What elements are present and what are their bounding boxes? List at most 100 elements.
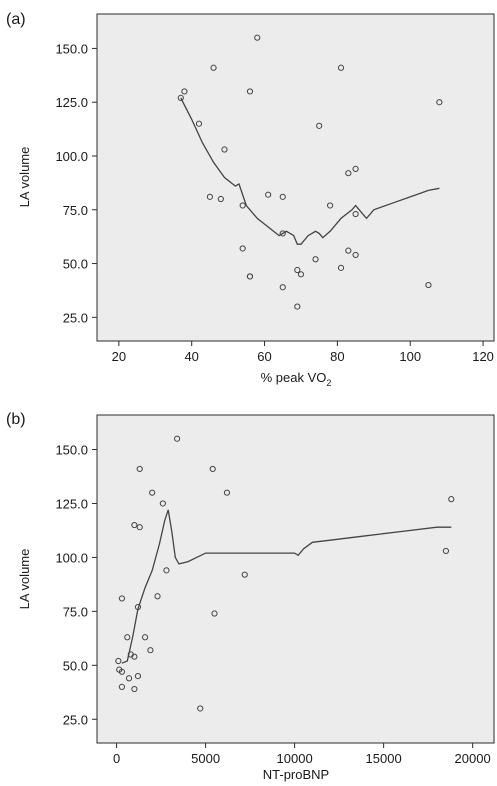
panel-b-data-point <box>442 547 450 555</box>
panel-b-data-point <box>147 647 154 654</box>
panel-a-x-axis-label-subscript: 2 <box>326 378 331 388</box>
panel-a-plot-area <box>96 13 495 342</box>
panel-a-data-point <box>265 191 272 198</box>
panel-a-data-point <box>254 34 261 41</box>
panel-a-y-tick-label: 150.0 <box>55 41 88 56</box>
panel-a-data-point <box>294 266 301 274</box>
panel-a-x-tick-label: 100 <box>399 349 421 364</box>
panel-a-data-point <box>279 230 286 237</box>
panel-a-data-point <box>206 193 214 200</box>
panel-b-data-point <box>134 673 142 680</box>
panel-b-data-point <box>241 571 248 578</box>
panel-a-data-point <box>177 94 184 102</box>
panel-a-data-point <box>352 210 359 218</box>
panel-a-data-point <box>352 251 359 259</box>
panel-a-axis-ticks: 20 40 60 80 100 120 25.0 50.0 75.0 100.0 125.0 150.… <box>55 41 493 364</box>
panel-b-data-point <box>136 465 143 473</box>
panel-b-data-point <box>154 593 161 600</box>
panel-b-plot-area <box>96 414 495 744</box>
panel-a-data-point <box>217 195 224 203</box>
panel-b-fit-line <box>121 509 452 664</box>
panel-a-y-tick-label: 25.0 <box>63 310 88 325</box>
panel-b-y-tick-label: 75.0 <box>63 604 88 619</box>
panel-b-x-tick-label: 0 <box>113 751 120 766</box>
panel-a-data-point <box>425 281 432 289</box>
panel-a-data-point <box>221 146 228 153</box>
panel-a-data-point <box>181 88 188 95</box>
panel-b-data-point <box>134 603 142 611</box>
panel-a-data-point <box>297 271 305 278</box>
panel-a-x-tick-label: 40 <box>184 349 198 364</box>
panel-a-y-axis-label: LA volume <box>17 147 32 208</box>
panel-b-data-point <box>136 524 143 531</box>
panel-a-x-tick-label: 60 <box>257 349 271 364</box>
panel-a-y-tick-label: 125.0 <box>55 95 88 110</box>
panel-a-x-axis-label: % peak VO2 <box>261 370 332 388</box>
panel-b-x-tick-label: 15000 <box>366 751 402 766</box>
panel-a-data-point <box>195 120 203 127</box>
panel-a-data-point <box>239 245 246 252</box>
panel-b-data-point <box>197 705 204 712</box>
panel-a-y-tick-label: 75.0 <box>63 203 88 218</box>
panel-b-data-point <box>131 521 138 529</box>
panel-b-x-axis-label: NT-proBNP <box>263 767 329 782</box>
panel-a-x-tick-label: 20 <box>112 349 126 364</box>
panel-a-label: (a) <box>6 11 26 28</box>
panel-b-data-point <box>174 435 181 442</box>
panel-b-data-point <box>448 496 455 503</box>
panel-a-data-point <box>352 165 359 172</box>
panel-b-data-point <box>131 685 138 693</box>
panel-b-data-point <box>124 634 131 641</box>
panel-a-data-point <box>345 247 352 254</box>
panel-b-y-tick-label: 25.0 <box>63 712 88 727</box>
panel-a-y-tick-label: 100.0 <box>55 149 88 164</box>
panel-a-x-tick-label: 80 <box>330 349 344 364</box>
panel-a-data-point <box>316 122 323 129</box>
panel-a-y-tick-label: 50.0 <box>63 257 88 272</box>
panel-b-x-tick-label: 10000 <box>277 751 313 766</box>
panel-b-y-tick-label: 50.0 <box>63 658 88 673</box>
panel-a-data-point <box>246 273 254 280</box>
panel-b-y-axis-label: LA volume <box>17 549 32 610</box>
panel-a-data-point <box>246 88 254 95</box>
panel-b-scatter-plot: (b) LA volume NT-proBNP 0 5000 10000 15000 2… <box>6 411 495 782</box>
panel-b-y-tick-label: 100.0 <box>55 550 88 565</box>
panel-a-data-point <box>436 99 443 106</box>
panel-b-y-tick-label: 125.0 <box>55 496 88 511</box>
panel-b-x-tick-label: 5000 <box>191 751 220 766</box>
panel-a-data-point <box>327 202 334 209</box>
panel-b-data-point <box>141 634 149 641</box>
panel-a-data-point <box>279 284 286 291</box>
panel-a-data-point <box>312 256 319 263</box>
panel-a-data-point <box>279 193 286 200</box>
panel-b-data-points <box>115 435 455 712</box>
panel-b-data-point <box>209 465 216 473</box>
panel-b-data-point <box>118 683 126 690</box>
panel-b-data-point <box>118 668 126 675</box>
panel-b-data-point <box>163 567 170 574</box>
panel-a-x-tick-label: 120 <box>472 349 494 364</box>
panel-a-data-point <box>337 264 345 271</box>
panel-a-scatter-plot: (a) LA volume % peak VO2 20 40 60 80 100 1202… <box>6 11 495 388</box>
panel-a-x-axis-label-main: % peak VO <box>261 370 327 385</box>
panel-b-y-tick-label: 150.0 <box>55 443 88 458</box>
panel-b-data-point <box>125 675 133 682</box>
panel-b-axis-ticks: 0 5000 10000 15000 20000 25.0 50.0 75.0 100.0 125… <box>55 443 490 766</box>
panel-b-data-point <box>118 595 126 602</box>
panel-b-x-tick-label: 20000 <box>455 751 491 766</box>
panel-a-data-point <box>294 303 301 310</box>
panel-b-data-point <box>159 500 166 507</box>
panel-a-data-point <box>239 202 246 209</box>
panel-a-fit-line <box>180 97 440 245</box>
panel-a-data-point <box>210 64 217 71</box>
panel-b-data-point <box>211 610 218 617</box>
panel-b-data-point <box>149 489 156 496</box>
panel-b-data-point <box>223 489 231 496</box>
panel-a-data-point <box>345 170 352 177</box>
panel-b-data-point <box>115 657 122 665</box>
panel-b-label: (b) <box>6 411 26 428</box>
panel-a-data-points <box>177 34 443 310</box>
panel-a-data-point <box>337 64 345 71</box>
panel-b-data-point <box>131 653 138 660</box>
